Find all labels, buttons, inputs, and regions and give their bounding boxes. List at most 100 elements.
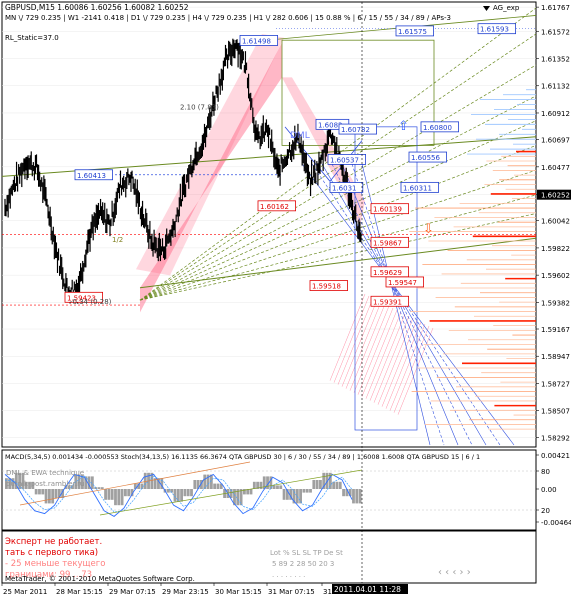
price-box-label: [477, 23, 516, 35]
bounds-message: границами: 99 ...73: [5, 570, 92, 580]
macd-hist-bar: [312, 480, 316, 489]
price-box-label-red: [370, 295, 409, 307]
price-box-text-red: 1.59391: [373, 298, 402, 306]
macd-hist-bar: [133, 483, 137, 489]
macd-hist-bar: [51, 489, 55, 504]
hatch-line: [381, 319, 418, 407]
macd-hist-bar: [140, 483, 144, 489]
macd-hist-bar: [186, 489, 190, 497]
mtf-line: MN \/ 729 0.235 | W1 -2141 0.418 | D1 \/…: [5, 14, 451, 22]
macd-hist-bar: [38, 489, 41, 495]
macd-hist-bar: [28, 481, 31, 489]
symbol-line: GBPUSD,M15 1.60086 1.60256 1.60082 1.602…: [5, 3, 189, 12]
macd-hist-bar: [166, 489, 170, 493]
y-tick-label: 1.59382: [541, 299, 570, 307]
macd-hist-bar: [279, 485, 283, 489]
hatch-line: [329, 293, 366, 381]
macd-hist-bar: [137, 483, 141, 489]
macd-hist-bar: [57, 489, 61, 498]
macd-hist-bar: [31, 481, 35, 489]
ag-label: AG_exp: [493, 4, 520, 12]
macd-hist-bar: [328, 472, 332, 489]
hatch-line: [349, 303, 386, 391]
price-box-text-red: 1.60162: [260, 203, 289, 211]
price-box-label-red: [385, 276, 424, 288]
macd-hist-bar: [8, 478, 12, 489]
macd-hist-bar: [176, 489, 180, 502]
y-tick-label: 1.61132: [541, 83, 570, 91]
macd-hist-bar: [160, 478, 164, 489]
macd-hist-bar: [309, 489, 312, 493]
current-price-box: [537, 189, 571, 200]
y-tick-label: 1.59167: [541, 326, 570, 334]
macd-hist-bar: [14, 472, 18, 489]
volume-profile-bars: [409, 89, 536, 430]
price-box-text: 1.60782: [341, 126, 370, 134]
price-box-text: 1.60413: [77, 172, 106, 180]
macd-hist-bar: [249, 489, 253, 495]
macd-hist-bar: [44, 489, 48, 504]
macd-hist-bar: [143, 472, 147, 489]
watermark-email: putnik-post.rambler.ru: [6, 480, 84, 488]
macd-hist-bar: [130, 489, 134, 497]
macd-hist-bar: [292, 489, 296, 504]
macd-hist-bar: [61, 489, 64, 498]
copyright-text: MetaTrader, © 2001-2010 MetaQuotes Softw…: [5, 575, 195, 583]
watermark-technique: DML & EWA technique: [6, 469, 84, 477]
macd-hist-bar: [203, 474, 207, 489]
macd-hist-bar: [97, 487, 101, 489]
nav-arrows-icon[interactable]: ‹ ‹ ‹ › ›: [438, 567, 471, 578]
first-tick-message: тать с первого тика): [5, 548, 98, 558]
macd-hist-bar: [319, 480, 322, 489]
macd-hist-bar: [345, 489, 349, 497]
macd-hist-bar: [81, 474, 84, 489]
ind-tick-label: -0.00464: [541, 519, 571, 527]
stoch-signal-line: [4, 475, 353, 513]
price-box-label-red: [257, 200, 296, 212]
price-box-text-red: 1.59423: [67, 294, 96, 302]
macd-hist-bar: [157, 478, 160, 489]
indicator-plot-frame: [1, 449, 537, 531]
channel-band: [140, 42, 282, 313]
trend-line: [239, 15, 537, 44]
hatch-line: [397, 327, 434, 415]
time-axis: 25 Mar 2011 28 Mar 15:15 29 Mar 07:15 29 Ma…: [1, 583, 332, 596]
price-box-text-red: 1.59867: [373, 239, 402, 247]
price-box-label: [74, 169, 113, 181]
macd-hist-bar: [299, 489, 302, 504]
price-box-label: [329, 182, 364, 193]
price-box-text-red: 1.59518: [312, 283, 341, 291]
x-tick-label: 25 Mar 2011: [3, 588, 47, 596]
macd-hist-bar: [219, 483, 223, 489]
macd-hist-bar: [124, 489, 127, 497]
ind-tick-label: 0.00421: [541, 452, 570, 460]
macd-hist-bar: [180, 489, 183, 502]
macd-hist-bar: [107, 489, 111, 500]
price-box-label-red: [309, 280, 348, 291]
fan-line: [139, 145, 537, 301]
fan-line: [139, 33, 537, 301]
macd-hist-bar: [117, 489, 121, 506]
macd-hist-bar: [338, 481, 342, 489]
macd-hist-bar: [209, 474, 213, 489]
macd-hist-bar: [282, 489, 286, 500]
ind-trend-line: [19, 461, 251, 506]
macd-hist-bar: [246, 489, 250, 495]
grid-layer: [2, 6, 536, 438]
macd-hist-bar: [239, 489, 243, 506]
hatch-line: [369, 313, 406, 401]
macd-hist-bar: [295, 489, 299, 504]
price-box-text: 1.60537: [330, 156, 359, 164]
macd-hist-bar: [24, 481, 28, 489]
y-tick-label: 1.60697: [541, 137, 570, 145]
macd-hist-bar: [285, 489, 289, 500]
y-tick-label: 1.59822: [541, 245, 570, 253]
macd-hist-bar: [64, 485, 68, 489]
ind-tick-label: 20: [541, 507, 550, 515]
macd-hist-bar: [67, 485, 71, 489]
macd-hist-bar: [34, 489, 38, 495]
hatch-line: [333, 295, 370, 383]
chart-annotation: -0.34 (0.28): [70, 298, 112, 306]
